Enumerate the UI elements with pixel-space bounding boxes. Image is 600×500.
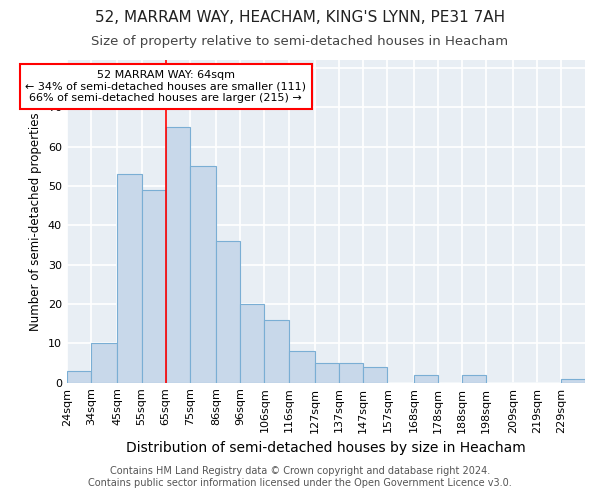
Bar (462, 375, 486, 382)
Bar (265, 320, 289, 382)
Bar (67, 371, 91, 382)
Bar (561, 378, 585, 382)
Bar (414, 375, 438, 382)
Bar (190, 166, 216, 382)
Bar (166, 127, 190, 382)
Bar (339, 363, 363, 382)
Bar (289, 351, 315, 382)
Text: 52 MARRAM WAY: 64sqm
← 34% of semi-detached houses are smaller (111)
66% of semi: 52 MARRAM WAY: 64sqm ← 34% of semi-detac… (25, 70, 306, 103)
Bar (118, 174, 142, 382)
Bar (363, 367, 388, 382)
Bar (142, 190, 166, 382)
X-axis label: Distribution of semi-detached houses by size in Heacham: Distribution of semi-detached houses by … (126, 441, 526, 455)
Y-axis label: Number of semi-detached properties: Number of semi-detached properties (29, 112, 42, 330)
Bar (315, 363, 339, 382)
Bar (91, 344, 118, 382)
Text: Contains HM Land Registry data © Crown copyright and database right 2024.
Contai: Contains HM Land Registry data © Crown c… (88, 466, 512, 487)
Text: Size of property relative to semi-detached houses in Heacham: Size of property relative to semi-detach… (91, 35, 509, 48)
Text: 52, MARRAM WAY, HEACHAM, KING'S LYNN, PE31 7AH: 52, MARRAM WAY, HEACHAM, KING'S LYNN, PE… (95, 10, 505, 25)
Bar (216, 241, 241, 382)
Bar (241, 304, 265, 382)
